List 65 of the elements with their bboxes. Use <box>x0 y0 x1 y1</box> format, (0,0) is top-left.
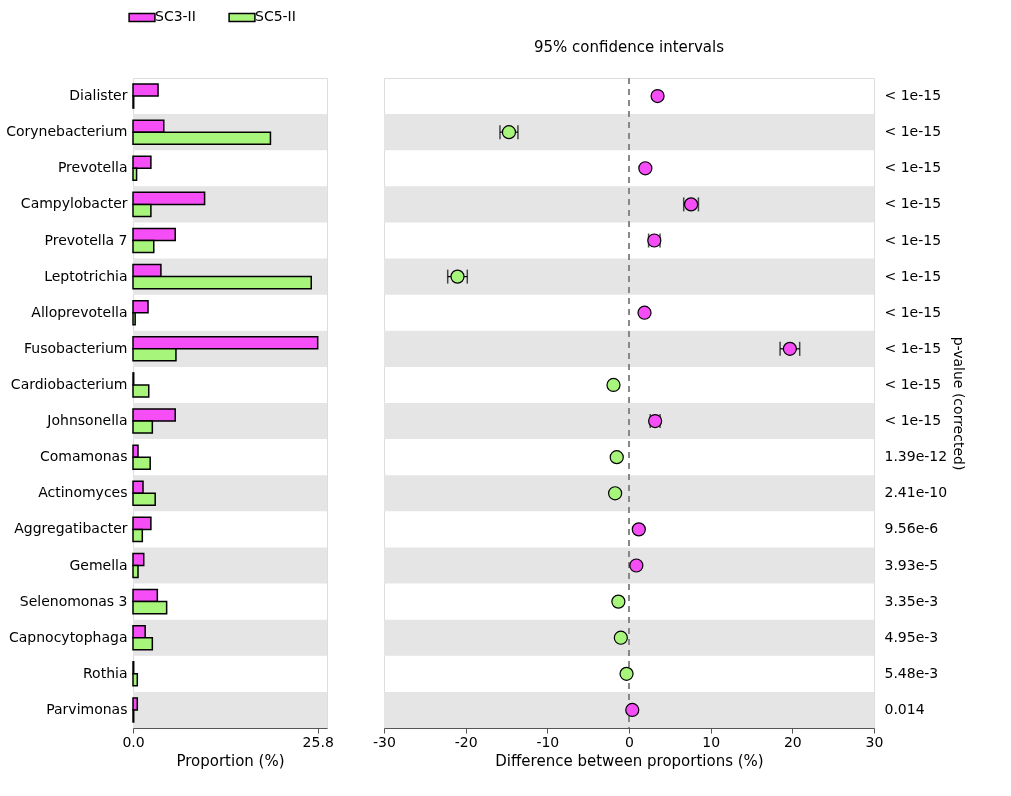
x-tick-label: -20 <box>454 733 478 750</box>
y2-tick-label: 9.56e-6 <box>884 520 939 537</box>
y2-tick-label: 5.48e-3 <box>884 664 939 681</box>
x-tick-label: 30 <box>865 733 884 750</box>
y2-tick-label: < 1e-15 <box>884 159 942 176</box>
x-axis-title: Difference between proportions (%) <box>495 751 764 770</box>
y-tick-label: Rothia <box>83 664 128 681</box>
point <box>606 377 621 393</box>
y2-tick-label: < 1e-15 <box>884 339 942 356</box>
point <box>611 594 626 609</box>
y-tick-label: Capnocytophaga <box>8 628 128 645</box>
y2-axis-title: p-value (corrected) <box>951 336 968 471</box>
y-tick-label: Dialister <box>69 87 128 104</box>
point <box>450 269 465 284</box>
y-tick-label: Actinomyces <box>38 484 128 501</box>
point <box>619 666 634 681</box>
y2-tick-label: < 1e-15 <box>884 267 942 284</box>
y-tick-label: Parvimonas <box>46 700 128 717</box>
y-tick-label: Selenomonas 3 <box>19 592 128 609</box>
point <box>609 450 624 465</box>
y-tick-label: Johnsonella <box>46 412 128 429</box>
point <box>637 305 652 320</box>
x-tick-label: 10 <box>702 733 721 750</box>
y-tick-label: Comamonas <box>39 448 128 465</box>
y2-tick-label: < 1e-15 <box>884 195 942 212</box>
y2-tick-label: < 1e-15 <box>884 231 942 248</box>
y2-tick-label: 0.014 <box>884 700 925 717</box>
point <box>782 341 797 356</box>
y2-tick-label: < 1e-15 <box>884 375 942 392</box>
x-tick-label: 20 <box>783 733 802 750</box>
y2-tick-label: 1.39e-12 <box>884 448 948 465</box>
legend-label: SC3-II <box>155 8 196 25</box>
x-tick-label: 0 <box>625 733 634 750</box>
y-tick-label: Prevotella 7 <box>44 231 128 248</box>
y-tick-label: Aggregatibacter <box>14 520 128 537</box>
chart-title: 95% confidence intervals <box>534 38 725 56</box>
y-tick-label: Alloprevotella <box>31 303 128 320</box>
point <box>625 702 640 718</box>
point <box>631 522 646 537</box>
y2-tick-label: < 1e-15 <box>884 123 942 140</box>
point <box>650 88 665 104</box>
point <box>613 630 628 645</box>
x-tick-label: 25.8 <box>302 733 334 750</box>
y-tick-label: Corynebacterium <box>6 123 128 140</box>
point <box>629 558 644 573</box>
y2-tick-label: < 1e-15 <box>884 412 942 429</box>
y2-tick-label: < 1e-15 <box>884 303 942 320</box>
y2-tick-label: < 1e-15 <box>884 87 942 104</box>
y-tick-label: Cardiobacterium <box>10 375 128 392</box>
y-tick-label: Fusobacterium <box>24 339 128 356</box>
y2-tick-label: 4.95e-3 <box>884 628 939 645</box>
point <box>638 161 653 176</box>
legend-label: SC5-II <box>255 8 296 25</box>
y-tick-label: Gemella <box>69 556 128 573</box>
y-tick-label: Leptotrichia <box>44 267 128 284</box>
y2-tick-label: 3.35e-3 <box>884 592 939 609</box>
y-tick-label: Campylobacter <box>20 195 128 212</box>
point <box>608 486 623 501</box>
x-tick-label: -10 <box>536 733 560 750</box>
x-tick-label: 0.0 <box>122 733 145 750</box>
x-axis-title: Proportion (%) <box>176 751 285 770</box>
y2-tick-label: 3.93e-5 <box>884 556 939 573</box>
y-tick-label: Prevotella <box>57 159 128 176</box>
y2-tick-label: 2.41e-10 <box>884 484 948 501</box>
x-tick-label: -30 <box>373 733 396 750</box>
